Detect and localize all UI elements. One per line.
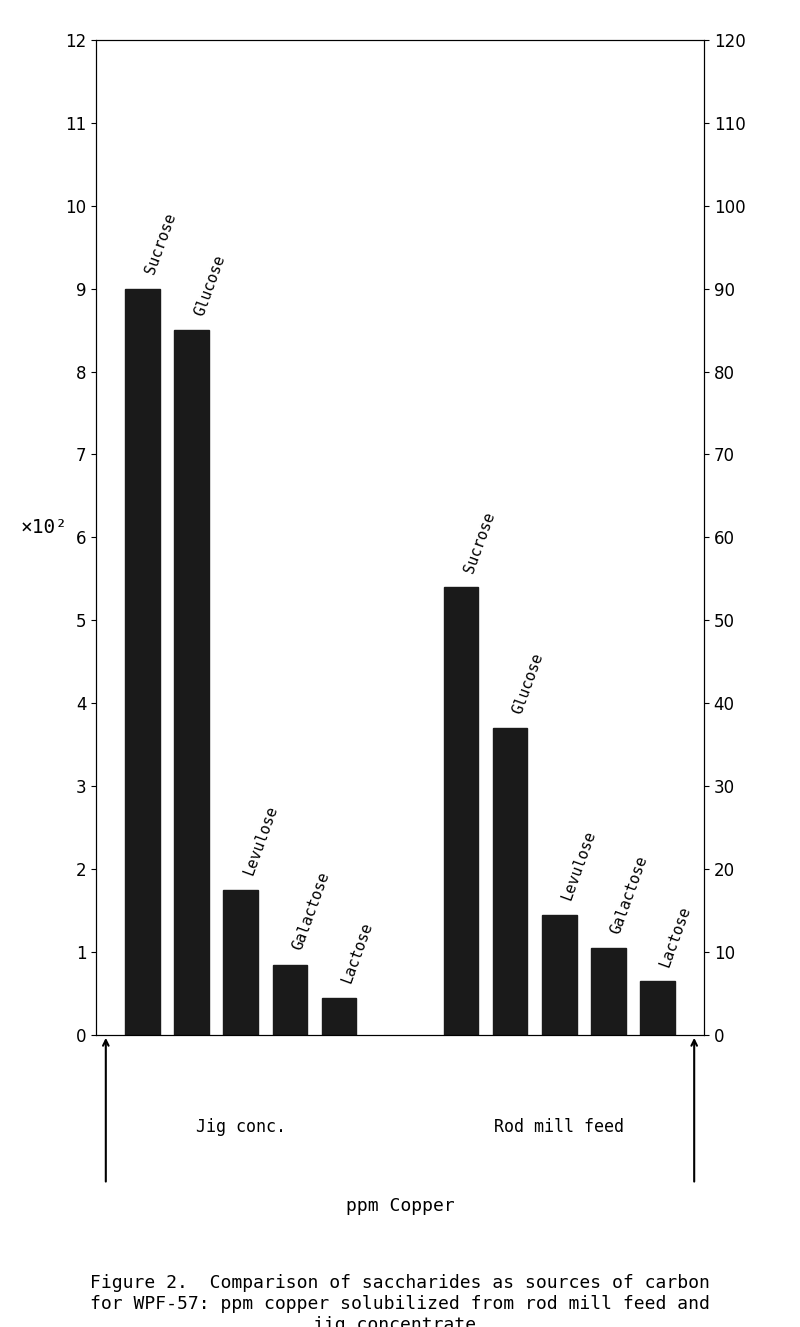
Text: Lactose: Lactose [658,904,694,969]
Bar [591,947,626,1035]
Text: Jig conc.: Jig conc. [196,1117,286,1136]
Text: ppm Copper: ppm Copper [346,1197,454,1214]
Text: Levulose: Levulose [241,804,280,877]
Bar [126,288,160,1035]
Bar [444,587,478,1035]
Bar [542,914,577,1035]
Text: Sucrose: Sucrose [462,510,498,575]
Text: Figure 2.  Comparison of saccharides as sources of carbon
for WPF-57: ppm copper: Figure 2. Comparison of saccharides as s… [90,1274,710,1327]
Bar [223,890,258,1035]
Bar [640,981,674,1035]
Y-axis label: ×10²: ×10² [21,519,68,537]
Bar [273,965,307,1035]
Text: Levulose: Levulose [559,828,598,902]
Text: Rod mill feed: Rod mill feed [494,1117,624,1136]
Bar [174,330,209,1035]
Text: Sucrose: Sucrose [142,211,178,276]
Bar [322,998,356,1035]
Text: Lactose: Lactose [338,920,374,985]
Text: Glucose: Glucose [192,252,227,317]
Text: Galactose: Galactose [608,853,650,936]
Text: Glucose: Glucose [510,650,546,715]
Bar [493,729,527,1035]
Text: Galactose: Galactose [290,869,332,953]
